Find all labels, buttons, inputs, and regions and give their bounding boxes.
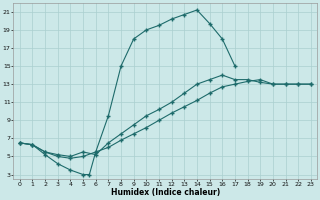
X-axis label: Humidex (Indice chaleur): Humidex (Indice chaleur) [111, 188, 220, 197]
